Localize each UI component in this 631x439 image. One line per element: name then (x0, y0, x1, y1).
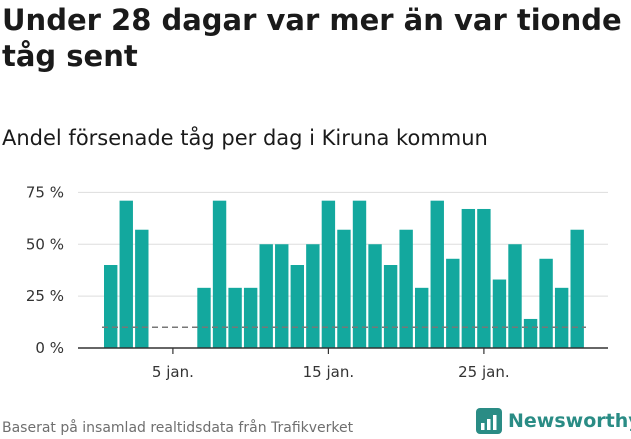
chart-subtitle: Andel försenade tåg per dag i Kiruna kom… (2, 126, 488, 150)
bar (368, 244, 382, 348)
bar (554, 287, 569, 348)
bar (197, 287, 211, 348)
bar (523, 318, 538, 348)
bar (306, 244, 320, 348)
bar (290, 265, 304, 348)
bar (337, 229, 351, 348)
bars (104, 200, 584, 348)
bar (415, 287, 429, 348)
bar (446, 258, 460, 348)
axes: 0 % 25 % 50 % 75 % 5 jan. 15 jan. 25 jan. (26, 183, 608, 381)
bar-chart: 0 % 25 % 50 % 75 % 5 jan. 15 jan. 25 jan. (26, 183, 608, 381)
brand-logo: Newsworthy (476, 408, 631, 434)
bar (570, 229, 584, 348)
y-tick-label: 75 % (26, 183, 64, 201)
bar (135, 229, 149, 348)
y-tick-label: 50 % (26, 235, 64, 253)
bar (492, 279, 507, 348)
y-tick-label: 0 % (35, 339, 64, 357)
bar (259, 244, 273, 348)
bar (352, 200, 367, 348)
y-tick-label: 25 % (26, 287, 64, 305)
bar (212, 200, 227, 348)
brand-name: Newsworthy (508, 410, 631, 432)
x-tick-label: 25 jan. (458, 363, 510, 381)
x-tick-label: 5 jan. (152, 363, 194, 381)
newsworthy-logo-icon (476, 408, 502, 434)
source-note: Baserat på insamlad realtidsdata från Tr… (2, 420, 354, 436)
bar (399, 229, 413, 348)
x-tick-label: 15 jan. (303, 363, 355, 381)
bar (508, 244, 522, 348)
chart-title: Under 28 dagar var mer än var tionde tåg… (2, 3, 622, 73)
bar (477, 208, 491, 348)
bar (430, 200, 444, 348)
bar (383, 265, 398, 348)
bar (275, 244, 289, 348)
bar (539, 258, 553, 348)
bar (228, 287, 242, 348)
bar (104, 265, 118, 348)
bar (461, 208, 476, 348)
bar (243, 287, 258, 348)
bar (119, 200, 133, 348)
bar (321, 200, 336, 348)
